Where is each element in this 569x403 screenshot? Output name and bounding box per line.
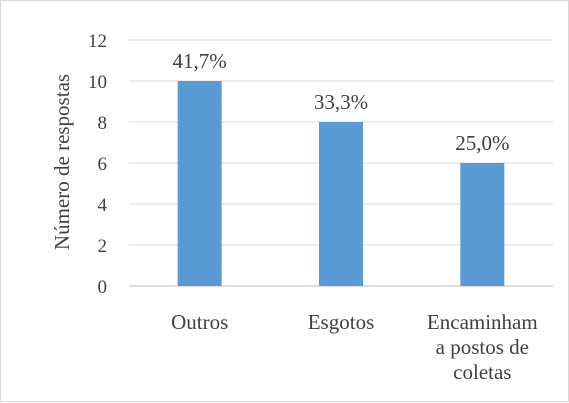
data-label: 33,3% xyxy=(314,90,368,114)
labels: 0 2 4 6 8 10 12 41,7% Outros 33,3% Esgotos 25,0% Enc… xyxy=(88,31,538,384)
y-tick-label: 10 xyxy=(88,72,107,93)
bars xyxy=(177,81,505,286)
category-label-line: a postos de xyxy=(436,335,529,359)
y-tick-label: 4 xyxy=(98,195,108,216)
category-label: Encaminham a postos de coletas xyxy=(427,310,538,384)
category-label-line: coletas xyxy=(453,360,511,384)
y-tick-label: 12 xyxy=(88,31,107,52)
category-label-line: Esgotos xyxy=(308,310,375,334)
bar xyxy=(177,81,222,286)
category-label: Outros xyxy=(171,310,228,334)
y-tick-label: 0 xyxy=(98,277,108,298)
category-label-line: Encaminham xyxy=(427,310,538,334)
data-label: 41,7% xyxy=(173,49,227,73)
category-label-line: Outros xyxy=(171,310,228,334)
y-tick-label: 2 xyxy=(98,236,108,257)
y-tick-label: 8 xyxy=(98,113,108,134)
bar xyxy=(319,122,363,286)
data-label: 25,0% xyxy=(455,131,509,155)
category-label: Esgotos xyxy=(308,310,375,334)
y-axis-title: Número de respostas xyxy=(50,74,74,250)
bar xyxy=(460,163,505,286)
y-tick-label: 6 xyxy=(98,154,108,175)
